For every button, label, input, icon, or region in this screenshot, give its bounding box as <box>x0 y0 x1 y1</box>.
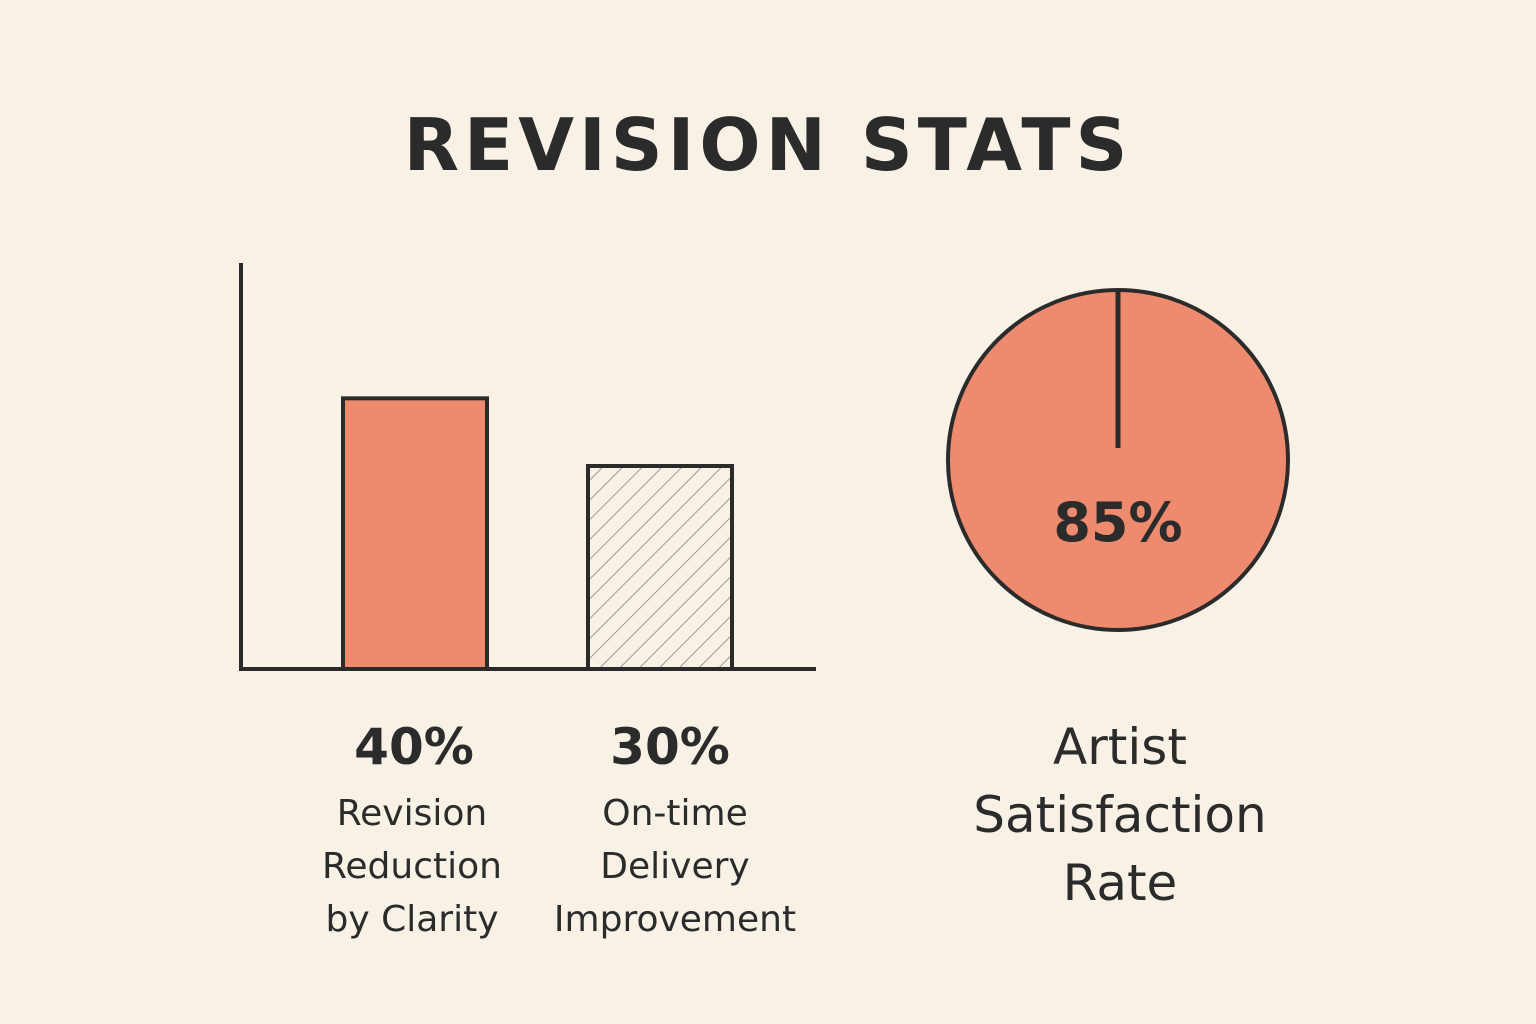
bar <box>586 464 734 671</box>
bar-category-label: On-time Delivery Improvement <box>553 793 797 940</box>
pie-value-label: 85% <box>1053 491 1182 554</box>
bar <box>341 396 489 671</box>
bar-value-label: 40% <box>354 718 474 776</box>
bar-category-label: Revision Reduction by Clarity <box>322 793 502 940</box>
pie-caption: Artist Satisfaction Rate <box>973 718 1267 912</box>
chart-title: REVISION STATS <box>403 103 1133 187</box>
bar-value-label: 30% <box>610 718 730 776</box>
